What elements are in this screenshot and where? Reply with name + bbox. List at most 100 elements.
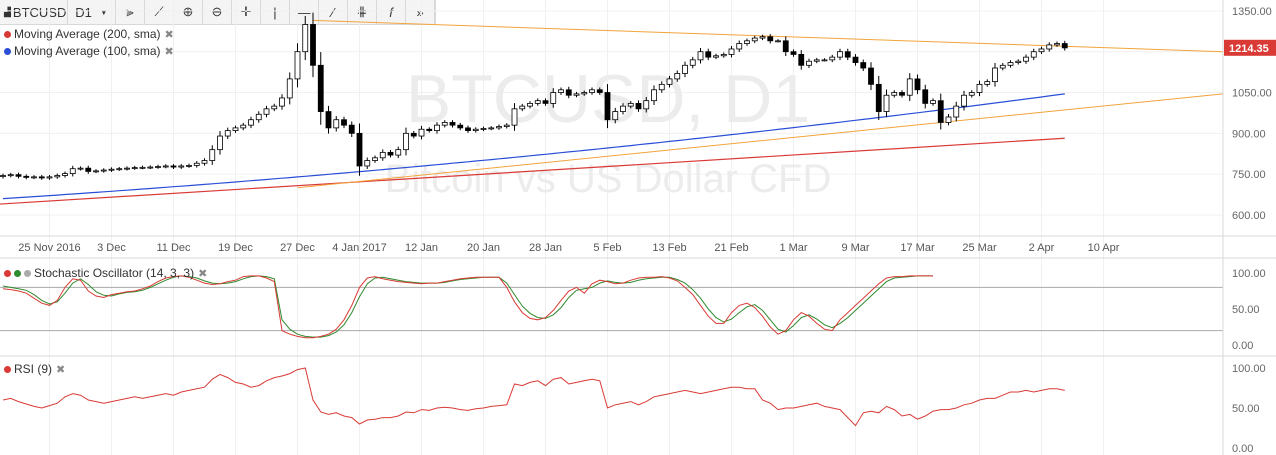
candle-body bbox=[782, 40, 789, 53]
ma100-color-dot bbox=[4, 47, 11, 55]
legend-rsi[interactable]: RSI (9) ✖ bbox=[4, 362, 65, 376]
interval-selector[interactable]: D1 ▼ bbox=[68, 0, 116, 24]
candle-body bbox=[914, 78, 921, 91]
close-icon[interactable]: ✖ bbox=[164, 28, 174, 41]
candle-body bbox=[767, 36, 774, 42]
close-icon[interactable]: ✖ bbox=[198, 267, 208, 280]
candle-body bbox=[937, 100, 944, 123]
candle bbox=[93, 169, 99, 174]
candle bbox=[899, 90, 905, 98]
ma200-color-dot bbox=[4, 30, 11, 38]
ma100-line bbox=[2, 93, 1065, 200]
candle bbox=[15, 172, 22, 179]
date-tick-label: 3 Dec bbox=[97, 242, 126, 254]
candle bbox=[604, 84, 611, 129]
candle-body bbox=[612, 111, 619, 121]
candle bbox=[620, 103, 626, 115]
candle bbox=[666, 75, 673, 88]
candle bbox=[472, 127, 479, 133]
candle-body bbox=[201, 160, 208, 164]
close-icon[interactable]: ✖ bbox=[164, 45, 174, 58]
candle bbox=[775, 39, 781, 43]
candle bbox=[449, 120, 456, 128]
candle-body bbox=[550, 92, 557, 104]
candle-body bbox=[736, 43, 743, 50]
candle bbox=[844, 48, 851, 61]
date-tick-label: 17 Mar bbox=[900, 242, 935, 254]
candle bbox=[480, 126, 487, 132]
candle-body bbox=[1030, 51, 1037, 58]
candle bbox=[31, 175, 37, 180]
candle bbox=[612, 107, 619, 124]
candle bbox=[77, 166, 84, 171]
legend-stochastic[interactable]: Stochastic Oscillator (14, 3, 3) ✖ bbox=[4, 266, 207, 280]
candle bbox=[953, 101, 960, 122]
candle bbox=[682, 61, 688, 78]
candle bbox=[961, 90, 967, 111]
indicator-lines bbox=[0, 19, 1224, 427]
legend-ma200[interactable]: Moving Average (200, sma) ✖ bbox=[4, 27, 174, 41]
zoom-in-button[interactable]: ⊕ bbox=[174, 0, 203, 24]
candle-body bbox=[465, 127, 471, 132]
candle-body bbox=[798, 54, 805, 66]
candle-body bbox=[147, 166, 154, 169]
candle bbox=[751, 35, 758, 44]
candle-body bbox=[31, 176, 37, 179]
legend-ma100[interactable]: Moving Average (100, sma) ✖ bbox=[4, 44, 174, 58]
stoch-tick-label: 100.00 bbox=[1232, 268, 1266, 280]
trend-line-button[interactable]: ⁄ bbox=[319, 0, 348, 24]
current-price-label: 1214.35 bbox=[1229, 43, 1269, 55]
candle bbox=[643, 97, 650, 113]
candle bbox=[821, 58, 828, 62]
vertical-line-button[interactable]: | bbox=[261, 0, 290, 24]
candle-body bbox=[193, 162, 200, 166]
symbol-selector[interactable]: ▟ BTCUSD bbox=[0, 0, 68, 24]
candle bbox=[589, 87, 595, 95]
candle-body bbox=[674, 73, 681, 80]
close-icon[interactable]: ✖ bbox=[56, 363, 66, 376]
candle-body bbox=[1054, 43, 1060, 46]
candle-body bbox=[868, 67, 874, 85]
candle bbox=[968, 90, 975, 98]
candle bbox=[372, 155, 378, 163]
candle-body bbox=[604, 92, 611, 121]
trend-line-icon: ⁄ bbox=[331, 4, 335, 20]
candle-body bbox=[643, 100, 650, 110]
date-tick-label: 25 Mar bbox=[962, 242, 997, 254]
candle bbox=[170, 164, 177, 169]
candle bbox=[837, 48, 843, 61]
forward-icon: » bbox=[416, 4, 424, 20]
candle-body bbox=[565, 89, 572, 96]
function-button[interactable]: f bbox=[377, 0, 406, 24]
horizontal-line-button[interactable]: — bbox=[290, 0, 319, 24]
candle-body bbox=[627, 102, 634, 107]
bar-type-button[interactable]: ⫸ bbox=[116, 0, 145, 24]
ma200-line bbox=[0, 137, 1065, 205]
candle-body bbox=[209, 149, 216, 161]
forward-button[interactable]: » bbox=[406, 0, 435, 24]
candle-body bbox=[0, 175, 6, 177]
candle bbox=[54, 173, 61, 179]
candle bbox=[527, 101, 533, 109]
date-tick-label: 5 Feb bbox=[593, 242, 621, 254]
candle bbox=[1023, 54, 1029, 64]
candle-body bbox=[837, 51, 843, 58]
candle-body bbox=[162, 165, 169, 168]
rsi-tick-label: 0.00 bbox=[1232, 443, 1253, 455]
candle-body bbox=[15, 174, 22, 177]
date-tick-label: 28 Jan bbox=[529, 242, 562, 254]
candle bbox=[465, 125, 471, 133]
date-tick-label: 25 Nov 2016 bbox=[18, 242, 80, 254]
zoom-out-button[interactable]: ⊖ bbox=[203, 0, 232, 24]
candle bbox=[441, 120, 448, 128]
candle-body bbox=[62, 173, 68, 176]
crosshair-button[interactable]: ✛ bbox=[232, 0, 261, 24]
candle bbox=[23, 174, 30, 180]
fibonacci-button[interactable]: ⋕ bbox=[348, 0, 377, 24]
candle bbox=[410, 131, 417, 139]
candle-body bbox=[170, 165, 177, 168]
candle bbox=[108, 167, 115, 172]
candle bbox=[294, 43, 301, 88]
candle bbox=[906, 73, 913, 101]
